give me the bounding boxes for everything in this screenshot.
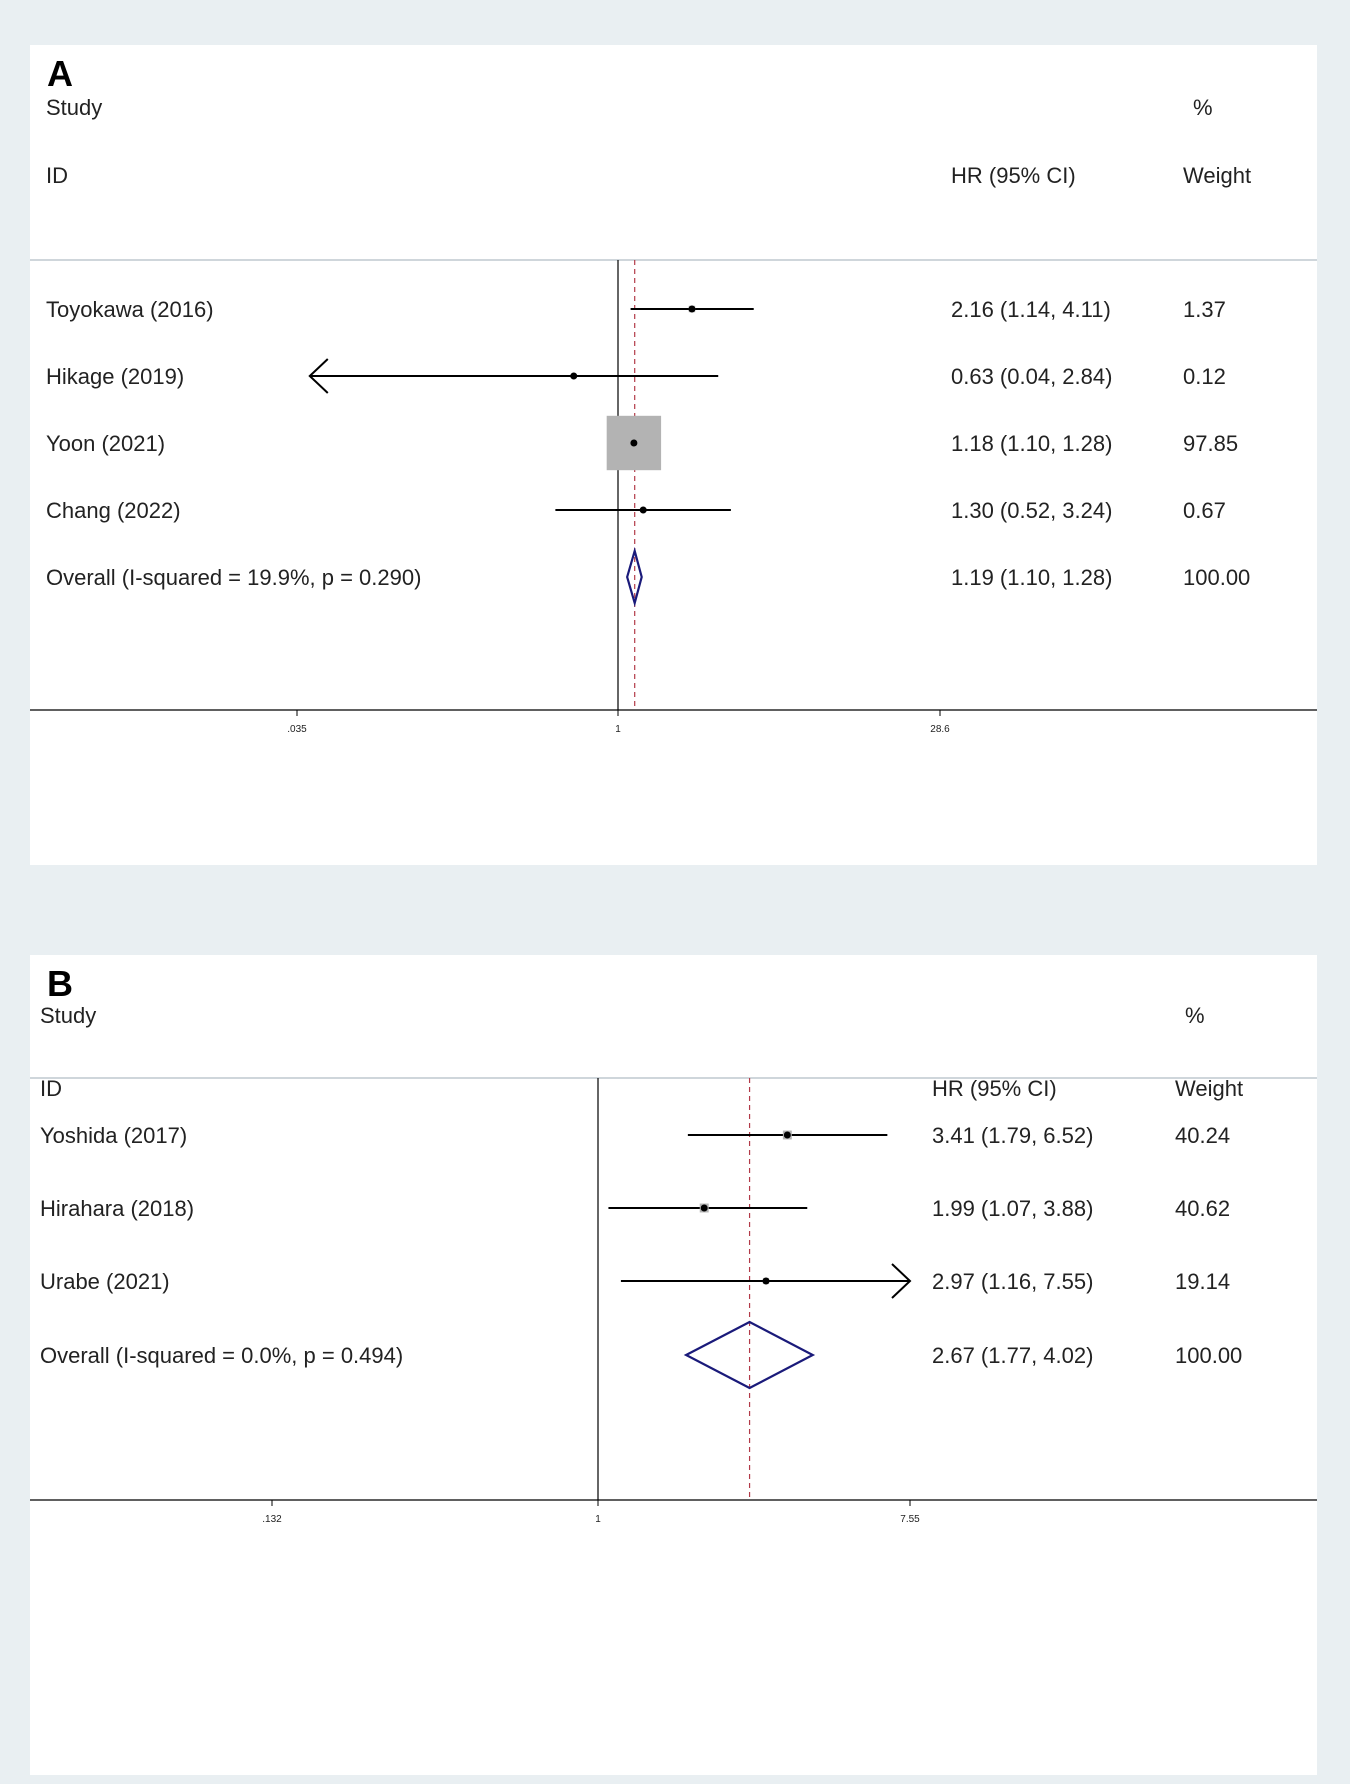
panel-label: B bbox=[47, 963, 73, 1004]
overall-weight: 100.00 bbox=[1175, 1343, 1242, 1368]
study-label: Toyokawa (2016) bbox=[46, 297, 214, 322]
header-percent: % bbox=[1185, 1003, 1205, 1028]
overall-diamond bbox=[626, 546, 643, 608]
header-hr: HR (95% CI) bbox=[951, 163, 1076, 188]
point-estimate bbox=[630, 439, 638, 447]
study-weight: 19.14 bbox=[1175, 1269, 1230, 1294]
point-estimate bbox=[688, 305, 696, 313]
overall-label: Overall (I-squared = 0.0%, p = 0.494) bbox=[40, 1343, 403, 1368]
study-weight: 40.24 bbox=[1175, 1123, 1230, 1148]
point-estimate bbox=[700, 1204, 708, 1212]
forest-plot-b: Study ID HR (95% CI)% Weight .132 1 7.55 Yoshid… bbox=[30, 1003, 1317, 1525]
study-label: Hikage (2019) bbox=[46, 364, 184, 389]
overall-label: Overall (I-squared = 19.9%, p = 0.290) bbox=[46, 565, 421, 590]
study-weight: 1.37 bbox=[1183, 297, 1226, 322]
panel-label: A bbox=[47, 53, 73, 94]
point-estimate bbox=[570, 372, 578, 380]
study-hr-ci: 0.63 (0.04, 2.84) bbox=[951, 364, 1112, 389]
header-study: Study bbox=[40, 1003, 96, 1028]
study-hr-ci: 1.99 (1.07, 3.88) bbox=[932, 1196, 1093, 1221]
point-estimate bbox=[762, 1277, 770, 1285]
x-tick-label: .035 bbox=[287, 724, 307, 735]
study-weight: 0.12 bbox=[1183, 364, 1226, 389]
study-label: Chang (2022) bbox=[46, 498, 181, 523]
x-tick-label: 7.55 bbox=[900, 1514, 920, 1525]
overall-hr-ci: 2.67 (1.77, 4.02) bbox=[932, 1343, 1093, 1368]
point-estimate bbox=[783, 1131, 791, 1139]
ci-arrow-left bbox=[308, 358, 329, 394]
forest-plot-panel-a: A Study ID HR (95% CI)% Weight .035 1 28.6 Toyo… bbox=[30, 45, 1317, 865]
study-hr-ci: 1.18 (1.10, 1.28) bbox=[951, 431, 1112, 456]
forest-plot-a: Study ID HR (95% CI)% Weight .035 1 28.6 Toyoka… bbox=[30, 95, 1317, 735]
study-label: Yoon (2021) bbox=[46, 431, 165, 456]
header-id: ID bbox=[40, 1076, 62, 1101]
overall-diamond bbox=[683, 1320, 816, 1390]
study-label: Urabe (2021) bbox=[40, 1269, 170, 1294]
overall-weight: 100.00 bbox=[1183, 565, 1250, 590]
overall-hr-ci: 1.19 (1.10, 1.28) bbox=[951, 565, 1112, 590]
x-tick-label: 28.6 bbox=[930, 724, 950, 735]
x-tick-label: .132 bbox=[262, 1514, 282, 1525]
ci-arrow-right bbox=[891, 1263, 912, 1299]
header-study: Study bbox=[46, 95, 102, 120]
x-tick-label: 1 bbox=[615, 724, 621, 735]
study-weight: 0.67 bbox=[1183, 498, 1226, 523]
study-label: Hirahara (2018) bbox=[40, 1196, 194, 1221]
header-id: ID bbox=[46, 163, 68, 188]
header-weight: Weight bbox=[1183, 163, 1251, 188]
study-weight: 97.85 bbox=[1183, 431, 1238, 456]
study-label: Yoshida (2017) bbox=[40, 1123, 187, 1148]
study-hr-ci: 1.30 (0.52, 3.24) bbox=[951, 498, 1112, 523]
study-hr-ci: 2.97 (1.16, 7.55) bbox=[932, 1269, 1093, 1294]
study-hr-ci: 2.16 (1.14, 4.11) bbox=[951, 297, 1111, 322]
header-weight: Weight bbox=[1175, 1076, 1243, 1101]
forest-plot-panel-b: B Study ID HR (95% CI)% Weight .132 1 7.55 Yosh… bbox=[30, 955, 1317, 1775]
point-estimate bbox=[639, 506, 647, 514]
x-tick-label: 1 bbox=[595, 1514, 601, 1525]
study-weight: 40.62 bbox=[1175, 1196, 1230, 1221]
header-percent: % bbox=[1193, 95, 1213, 120]
study-hr-ci: 3.41 (1.79, 6.52) bbox=[932, 1123, 1093, 1148]
header-hr: HR (95% CI) bbox=[932, 1076, 1057, 1101]
